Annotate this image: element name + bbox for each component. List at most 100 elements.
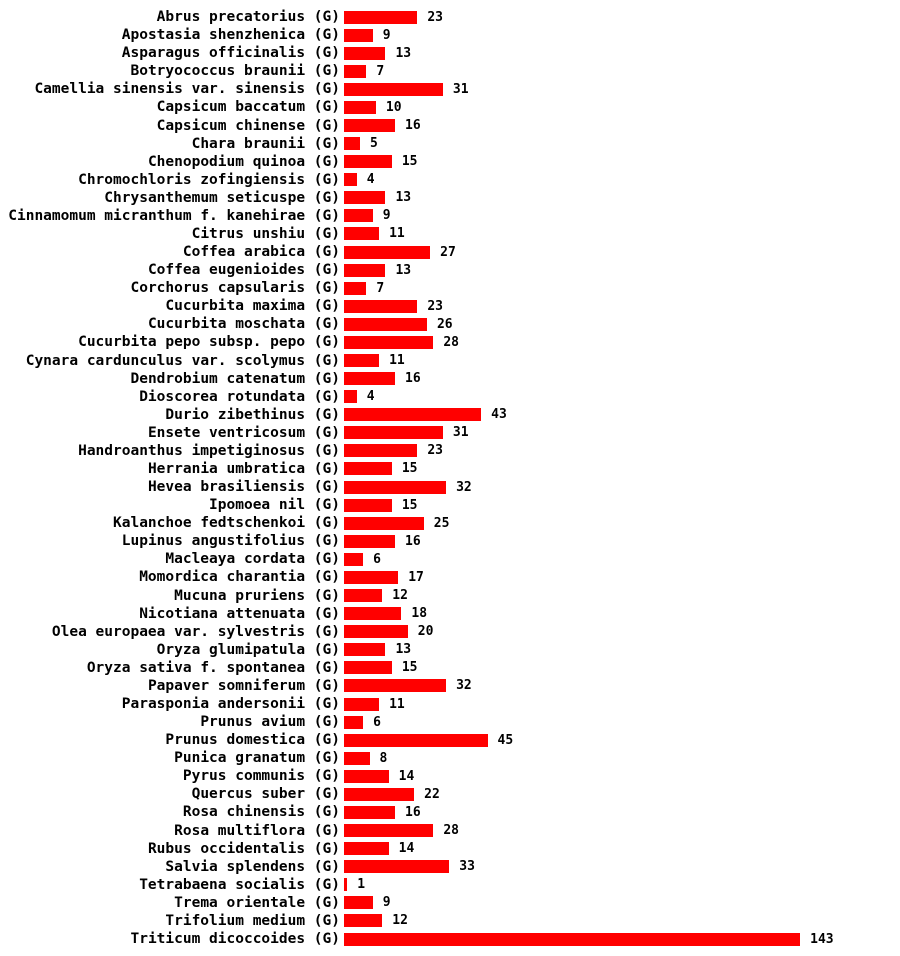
chart-row: Prunus domestica (G) 45 (0, 731, 900, 749)
chart-row: Papaver somniferum (G) 32 (0, 677, 900, 695)
category-label: Rosa multiflora (G) (174, 822, 340, 839)
bar-value-label: 23 (427, 443, 444, 459)
bar (344, 679, 447, 693)
category-label: Durio zibethinus (G) (165, 406, 340, 423)
bar (344, 625, 408, 639)
bar (344, 787, 415, 801)
bar (344, 372, 396, 386)
bar-value-label: 18 (411, 606, 428, 622)
chart-row: Asparagus officinalis (G) 13 (0, 44, 900, 62)
chart-row: Corchorus capsularis (G) 7 (0, 279, 900, 297)
bar (344, 390, 357, 404)
category-label: Botryococcus braunii (G) (130, 63, 340, 80)
chart-row: Cucurbita pepo subsp. pepo (G) 28 (0, 333, 900, 351)
category-label: Mucuna pruriens (G) (174, 587, 340, 604)
bar-value-label: 12 (392, 588, 408, 604)
bar (344, 552, 364, 566)
bar (344, 607, 402, 621)
bar (344, 842, 389, 856)
bar-value-label: 13 (395, 262, 412, 278)
chart-row: Dioscorea rotundata (G) 4 (0, 388, 900, 406)
bar-value-label: 16 (405, 804, 421, 820)
chart-row: Herrania umbratica (G) 15 (0, 460, 900, 478)
chart-row: Salvia splendens (G) 33 (0, 858, 900, 876)
bar (344, 245, 431, 259)
bar (344, 64, 367, 78)
category-label: Apostasia shenzhenica (G) (121, 27, 340, 44)
category-label: Ipomoea nil (G) (209, 497, 340, 514)
bar-value-label: 32 (456, 678, 472, 694)
category-label: Lupinus angustifolius (G) (121, 533, 340, 550)
bar-value-label: 17 (408, 569, 424, 585)
chart-row: Coffea eugenioides (G) 13 (0, 261, 900, 279)
chart-row: Lupinus angustifolius (G) 16 (0, 532, 900, 550)
chart-row: Kalanchoe fedtschenkoi (G) 25 (0, 514, 900, 532)
chart-row: Quercus suber (G) 22 (0, 785, 900, 803)
bar (344, 589, 383, 603)
chart-row: Macleaya cordata (G) 6 (0, 550, 900, 568)
category-label: Papaver somniferum (G) (147, 677, 340, 694)
chart-row: Camellia sinensis var. sinensis (G) 31 (0, 80, 900, 98)
bar (344, 896, 373, 910)
bar-value-label: 26 (436, 316, 453, 332)
category-label: Oryza glumipatula (G) (156, 641, 340, 658)
category-label: Herrania umbratica (G) (147, 460, 340, 477)
category-label: Hevea brasiliensis (G) (147, 479, 340, 496)
category-label: Olea europaea var. sylvestris (G) (51, 623, 340, 640)
category-label: Abrus precatorius (G) (156, 9, 340, 26)
bar-value-label: 23 (427, 9, 444, 25)
chart-row: Cucurbita maxima (G) 23 (0, 297, 900, 315)
bar (344, 209, 373, 223)
chart-row: Ipomoea nil (G) 15 (0, 496, 900, 514)
bar (344, 335, 434, 349)
chart-row: Capsicum chinense (G) 16 (0, 116, 900, 134)
bar (344, 10, 418, 24)
bar-value-label: 13 (395, 190, 412, 206)
category-label: Capsicum baccatum (G) (156, 99, 340, 116)
bar-value-label: 4 (366, 172, 375, 188)
bar-value-label: 15 (401, 154, 418, 170)
category-label: Cucurbita maxima (G) (165, 298, 340, 315)
bar-value-label: 1 (357, 877, 366, 893)
bar (344, 82, 443, 96)
bar (344, 191, 386, 205)
bar-value-label: 22 (424, 786, 440, 802)
category-label: Chenopodium quinoa (G) (147, 153, 340, 170)
bar (344, 932, 801, 946)
chart-row: Capsicum baccatum (G) 10 (0, 98, 900, 116)
bar-value-label: 43 (491, 407, 507, 423)
chart-row: Botryococcus braunii (G) 7 (0, 62, 900, 80)
bar (344, 824, 434, 838)
category-label: Rosa chinensis (G) (182, 804, 340, 821)
bar-value-label: 15 (401, 660, 418, 676)
category-label: Cinnamomum micranthum f. kanehirae (G) (8, 207, 340, 224)
bar (344, 878, 348, 892)
bar-value-label: 32 (456, 479, 472, 495)
chart-row: Hevea brasiliensis (G) 32 (0, 478, 900, 496)
category-label: Trifolium medium (G) (165, 912, 340, 929)
bar-value-label: 143 (810, 931, 834, 947)
bar (344, 914, 383, 928)
chart-row: Momordica charantia (G) 17 (0, 568, 900, 586)
chart-row: Rosa chinensis (G) 16 (0, 803, 900, 821)
category-label: Dioscorea rotundata (G) (139, 388, 340, 405)
category-label: Macleaya cordata (G) (165, 551, 340, 568)
bar-value-label: 20 (417, 624, 434, 640)
chart-row: Prunus avium (G) 6 (0, 713, 900, 731)
bar (344, 480, 447, 494)
category-label: Citrus unshiu (G) (191, 225, 340, 242)
category-label: Punica granatum (G) (174, 750, 340, 767)
category-label: Cucurbita pepo subsp. pepo (G) (78, 334, 340, 351)
bar-value-label: 28 (443, 823, 459, 839)
bar-value-label: 31 (452, 81, 469, 97)
category-label: Quercus suber (G) (191, 786, 340, 803)
bar-value-label: 16 (405, 371, 421, 387)
bar (344, 751, 370, 765)
bar-value-label: 12 (392, 913, 408, 929)
chart-row: Nicotiana attenuata (G) 18 (0, 605, 900, 623)
bar-value-label: 28 (443, 334, 459, 350)
category-label: Chromochloris zofingiensis (G) (78, 171, 340, 188)
chart-row: Dendrobium catenatum (G) 16 (0, 370, 900, 388)
category-label: Prunus domestica (G) (165, 732, 340, 749)
